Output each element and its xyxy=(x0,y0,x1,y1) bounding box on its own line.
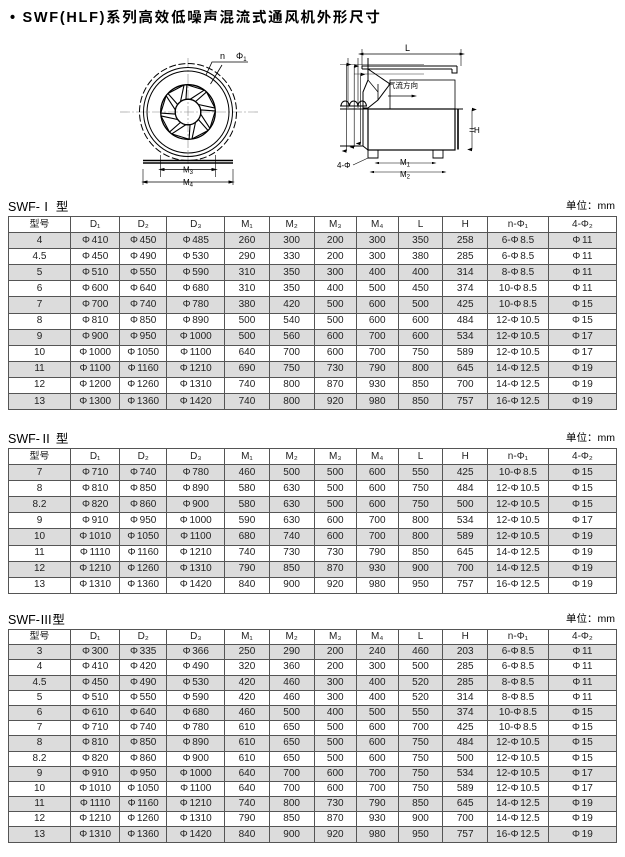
svg-text:M2: M2 xyxy=(400,170,411,181)
svg-text:4-Φ: 4-Φ xyxy=(337,161,351,170)
svg-text:M4: M4 xyxy=(183,178,194,189)
svg-text:H: H xyxy=(474,126,480,135)
svg-text:L: L xyxy=(405,43,410,53)
svg-text:M1: M1 xyxy=(400,158,411,169)
svg-text:M3: M3 xyxy=(183,166,194,177)
svg-text:气流方向: 气流方向 xyxy=(388,80,418,90)
svg-text:n: n xyxy=(220,51,225,61)
svg-text:Φ1: Φ1 xyxy=(236,51,247,63)
